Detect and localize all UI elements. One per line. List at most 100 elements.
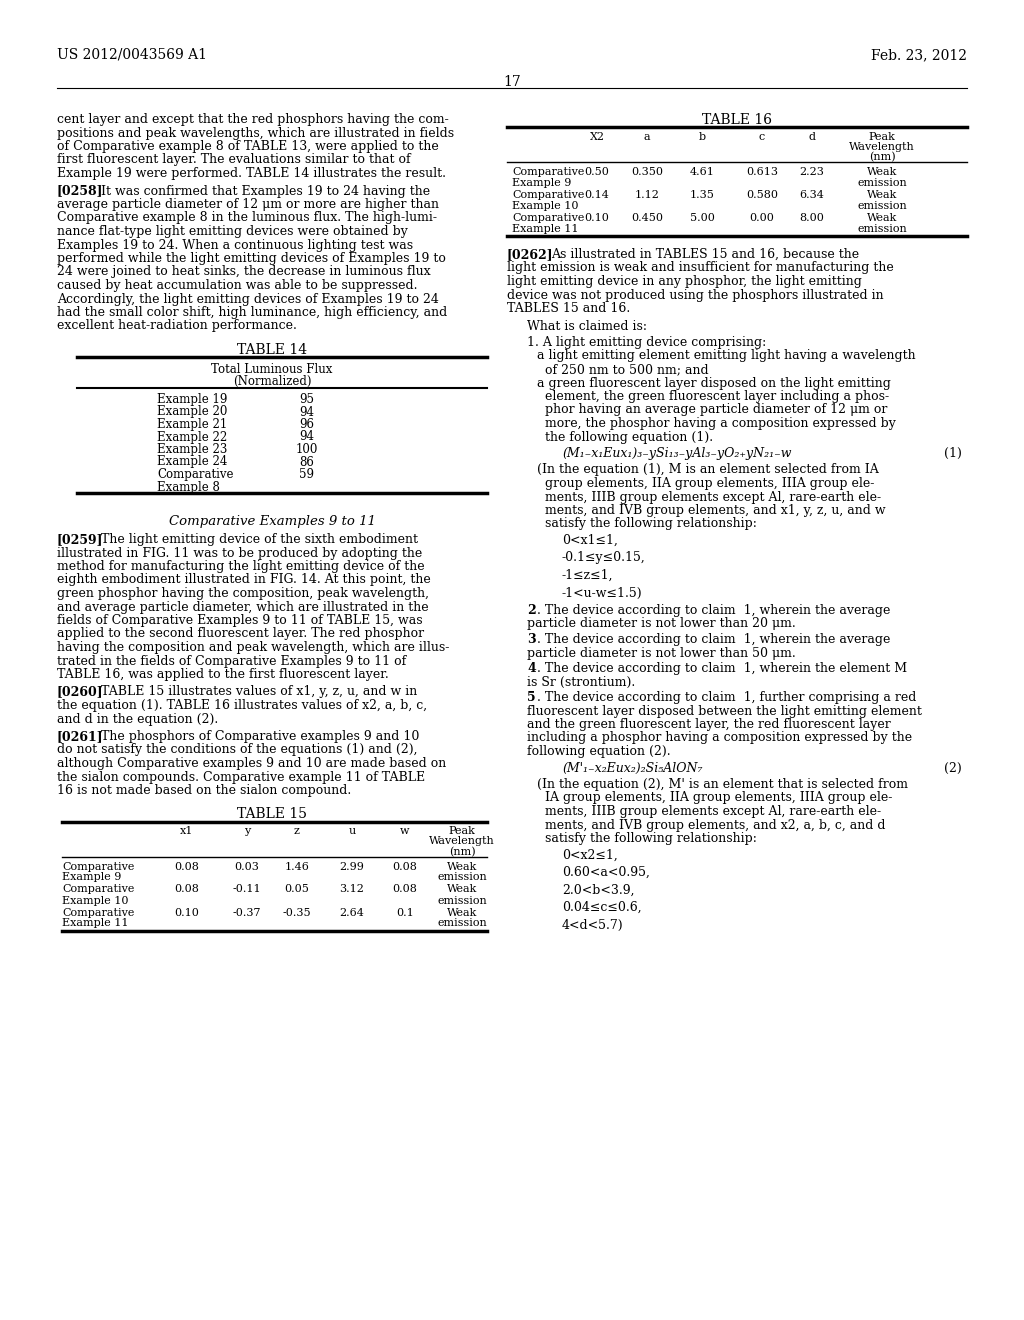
Text: ments, and IVB group elements, and x1, y, z, u, and w: ments, and IVB group elements, and x1, y…	[537, 504, 886, 517]
Text: Example 10: Example 10	[62, 895, 128, 906]
Text: 94: 94	[299, 405, 314, 418]
Text: Comparative: Comparative	[62, 862, 134, 871]
Text: y: y	[244, 826, 250, 837]
Text: a green fluorescent layer disposed on the light emitting: a green fluorescent layer disposed on th…	[537, 376, 891, 389]
Text: Example 23: Example 23	[157, 444, 227, 455]
Text: fields of Comparative Examples 9 to 11 of TABLE 15, was: fields of Comparative Examples 9 to 11 o…	[57, 614, 423, 627]
Text: first fluorescent layer. The evaluations similar to that of: first fluorescent layer. The evaluations…	[57, 153, 411, 166]
Text: illustrated in FIG. 11 was to be produced by adopting the: illustrated in FIG. 11 was to be produce…	[57, 546, 422, 560]
Text: The phosphors of Comparative examples 9 and 10: The phosphors of Comparative examples 9 …	[101, 730, 420, 743]
Text: Weak: Weak	[866, 168, 897, 177]
Text: b: b	[698, 132, 706, 143]
Text: 59: 59	[299, 469, 314, 480]
Text: 0.1: 0.1	[396, 908, 414, 917]
Text: TABLE 15: TABLE 15	[237, 808, 307, 821]
Text: 4.61: 4.61	[689, 168, 715, 177]
Text: TABLE 16: TABLE 16	[702, 114, 772, 127]
Text: -1<u-w≤1.5): -1<u-w≤1.5)	[562, 586, 643, 599]
Text: Example 22: Example 22	[157, 430, 227, 444]
Text: (2): (2)	[944, 762, 962, 775]
Text: (nm): (nm)	[868, 152, 895, 162]
Text: c: c	[759, 132, 765, 143]
Text: Comparative Examples 9 to 11: Comparative Examples 9 to 11	[169, 515, 376, 528]
Text: Comparative: Comparative	[62, 884, 134, 895]
Text: 0<x1≤1,: 0<x1≤1,	[562, 535, 617, 546]
Text: emission: emission	[437, 895, 486, 906]
Text: performed while the light emitting devices of Examples 19 to: performed while the light emitting devic…	[57, 252, 445, 265]
Text: the sialon compounds. Comparative example 11 of TABLE: the sialon compounds. Comparative exampl…	[57, 771, 425, 784]
Text: nance flat-type light emitting devices were obtained by: nance flat-type light emitting devices w…	[57, 224, 408, 238]
Text: Wavelength: Wavelength	[429, 837, 495, 846]
Text: emission: emission	[857, 224, 907, 234]
Text: 2.0<b<3.9,: 2.0<b<3.9,	[562, 883, 635, 896]
Text: -0.35: -0.35	[283, 908, 311, 917]
Text: Comparative: Comparative	[62, 908, 134, 917]
Text: the equation (1). TABLE 16 illustrates values of x2, a, b, c,: the equation (1). TABLE 16 illustrates v…	[57, 700, 427, 711]
Text: 95: 95	[299, 393, 314, 407]
Text: 5.00: 5.00	[689, 213, 715, 223]
Text: . The device according to claim  1, wherein the average: . The device according to claim 1, where…	[537, 634, 891, 645]
Text: particle diameter is not lower than 50 μm.: particle diameter is not lower than 50 μ…	[527, 647, 796, 660]
Text: (In the equation (1), M is an element selected from IA: (In the equation (1), M is an element se…	[537, 463, 879, 477]
Text: x1: x1	[180, 826, 194, 837]
Text: w: w	[400, 826, 410, 837]
Text: Comparative: Comparative	[512, 168, 585, 177]
Text: Example 9: Example 9	[62, 873, 122, 883]
Text: Example 20: Example 20	[157, 405, 227, 418]
Text: 16 is not made based on the sialon compound.: 16 is not made based on the sialon compo…	[57, 784, 351, 797]
Text: fluorescent layer disposed between the light emitting element: fluorescent layer disposed between the l…	[527, 705, 922, 718]
Text: 6.34: 6.34	[800, 190, 824, 201]
Text: Comparative: Comparative	[512, 190, 585, 201]
Text: 0.613: 0.613	[746, 168, 778, 177]
Text: had the small color shift, high luminance, high efficiency, and: had the small color shift, high luminanc…	[57, 306, 447, 319]
Text: Peak: Peak	[868, 132, 895, 143]
Text: ments, IIIB group elements except Al, rare-earth ele-: ments, IIIB group elements except Al, ra…	[537, 805, 881, 818]
Text: and the green fluorescent layer, the red fluorescent layer: and the green fluorescent layer, the red…	[527, 718, 891, 731]
Text: Comparative: Comparative	[512, 213, 585, 223]
Text: Weak: Weak	[446, 884, 477, 895]
Text: TABLE 14: TABLE 14	[237, 343, 307, 356]
Text: TABLES 15 and 16.: TABLES 15 and 16.	[507, 302, 630, 315]
Text: emission: emission	[857, 201, 907, 211]
Text: 0.350: 0.350	[631, 168, 663, 177]
Text: Comparative example 8 in the luminous flux. The high-lumi-: Comparative example 8 in the luminous fl…	[57, 211, 437, 224]
Text: emission: emission	[857, 178, 907, 187]
Text: phor having an average particle diameter of 12 μm or: phor having an average particle diameter…	[537, 404, 888, 417]
Text: -0.11: -0.11	[232, 884, 261, 895]
Text: 4<d<5.7): 4<d<5.7)	[562, 919, 624, 932]
Text: 2: 2	[527, 605, 536, 616]
Text: 24 were joined to heat sinks, the decrease in luminous flux: 24 were joined to heat sinks, the decrea…	[57, 265, 431, 279]
Text: 2.23: 2.23	[800, 168, 824, 177]
Text: light emission is weak and insufficient for manufacturing the: light emission is weak and insufficient …	[507, 261, 894, 275]
Text: green phosphor having the composition, peak wavelength,: green phosphor having the composition, p…	[57, 587, 429, 601]
Text: (M'₁₋x₂Eux₂)₂Si₅AlON₇: (M'₁₋x₂Eux₂)₂Si₅AlON₇	[562, 762, 702, 775]
Text: IA group elements, IIA group elements, IIIA group ele-: IA group elements, IIA group elements, I…	[537, 792, 892, 804]
Text: 5: 5	[527, 690, 536, 704]
Text: Comparative: Comparative	[157, 469, 233, 480]
Text: and d in the equation (2).: and d in the equation (2).	[57, 713, 218, 726]
Text: 0.08: 0.08	[174, 884, 200, 895]
Text: do not satisfy the conditions of the equations (1) and (2),: do not satisfy the conditions of the equ…	[57, 743, 418, 756]
Text: [0260]: [0260]	[57, 685, 103, 698]
Text: -0.1≤y≤0.15,: -0.1≤y≤0.15,	[562, 552, 646, 565]
Text: (M₁₋x₁Eux₁)₃₋ySi₁₃₋yAl₃₋yO₂₊yN₂₁₋w: (M₁₋x₁Eux₁)₃₋ySi₁₃₋yAl₃₋yO₂₊yN₂₁₋w	[562, 447, 792, 459]
Text: . The device according to claim  1, wherein the element M: . The device according to claim 1, where…	[537, 663, 907, 675]
Text: emission: emission	[437, 873, 486, 883]
Text: Example 11: Example 11	[62, 919, 128, 928]
Text: Wavelength: Wavelength	[849, 143, 914, 152]
Text: of 250 nm to 500 nm; and: of 250 nm to 500 nm; and	[537, 363, 709, 376]
Text: Example 21: Example 21	[157, 418, 227, 432]
Text: As illustrated in TABLES 15 and 16, because the: As illustrated in TABLES 15 and 16, beca…	[551, 248, 859, 261]
Text: particle diameter is not lower than 20 μm.: particle diameter is not lower than 20 μ…	[527, 618, 796, 631]
Text: 94: 94	[299, 430, 314, 444]
Text: 2.99: 2.99	[340, 862, 365, 871]
Text: 1.35: 1.35	[689, 190, 715, 201]
Text: 0.08: 0.08	[392, 884, 418, 895]
Text: It was confirmed that Examples 19 to 24 having the: It was confirmed that Examples 19 to 24 …	[101, 185, 430, 198]
Text: (In the equation (2), M' is an element that is selected from: (In the equation (2), M' is an element t…	[537, 777, 908, 791]
Text: eighth embodiment illustrated in FIG. 14. At this point, the: eighth embodiment illustrated in FIG. 14…	[57, 573, 431, 586]
Text: 2.64: 2.64	[340, 908, 365, 917]
Text: satisfy the following relationship:: satisfy the following relationship:	[537, 832, 757, 845]
Text: (Normalized): (Normalized)	[232, 375, 311, 388]
Text: Example 11: Example 11	[512, 224, 579, 234]
